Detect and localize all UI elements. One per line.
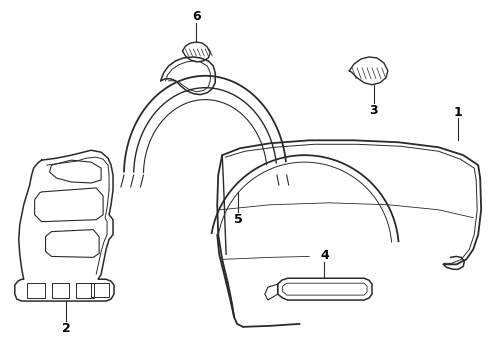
Text: 1: 1	[454, 106, 463, 119]
Text: 6: 6	[192, 10, 201, 23]
Text: 2: 2	[62, 322, 71, 336]
Text: 4: 4	[320, 249, 329, 262]
Text: 3: 3	[369, 104, 378, 117]
Text: 5: 5	[234, 213, 243, 226]
